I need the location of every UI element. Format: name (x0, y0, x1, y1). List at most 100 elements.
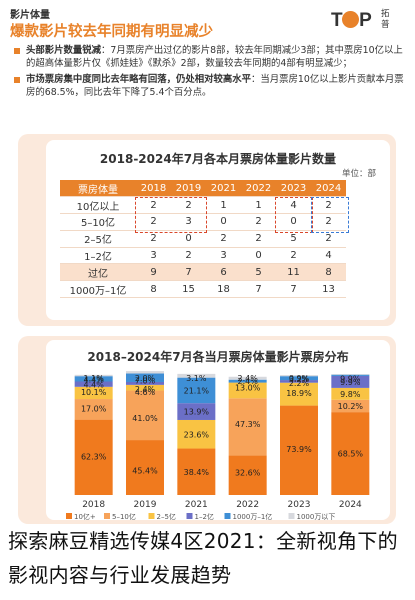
bar-segment (228, 455, 267, 495)
table-cell: 1 (206, 196, 241, 215)
table-row-label: 1000万–1亿 (60, 280, 136, 299)
chart-title: 2018–2024年7月各当月票房体量影片票房分布 (87, 350, 349, 364)
data-label: 9.8% (340, 390, 361, 399)
bar-segment (280, 382, 318, 406)
bar-segment (331, 375, 370, 388)
data-label: 13.9% (184, 408, 210, 417)
data-label: 73.9% (286, 445, 312, 454)
table-card: 2018-2024年7月各本月票房体量影片数量 单位：部 票房体量 2018 2… (46, 140, 390, 320)
data-label: 2.4% (135, 385, 156, 394)
legend-label: 5–10亿 (112, 512, 136, 520)
table-cell: 3 (206, 247, 241, 265)
bar-segment (74, 381, 113, 387)
bar-segment (177, 448, 216, 495)
data-label: 32.6% (235, 468, 261, 477)
table-cell: 2 (171, 196, 206, 215)
section-label: 影片体量 (10, 10, 50, 21)
bullet-square-icon (14, 48, 20, 54)
x-tick-label: 2023 (288, 500, 311, 510)
table-cell: 2 (241, 230, 276, 248)
x-tick-label: 2019 (134, 500, 157, 510)
table-cell: 5 (241, 263, 276, 282)
table-col-header: 2022 (241, 180, 276, 198)
table-cell: 2 (276, 247, 311, 265)
data-label: 68.5% (338, 450, 364, 459)
x-tick-label: 2024 (339, 500, 362, 510)
bar-segment (74, 376, 113, 382)
table-cell: 2 (206, 230, 241, 248)
table-cell: 7 (171, 263, 206, 282)
logo-cn-text: 拓普 (381, 9, 390, 30)
bar-segment (177, 419, 216, 449)
table-header-row: 票房体量 2018 2019 2021 2022 2023 2024 (60, 180, 346, 198)
legend-label: 2–5亿 (157, 512, 176, 520)
page-title: 爆款影片较去年同期有明显减少 (10, 24, 213, 40)
data-label: 62.3% (81, 452, 107, 461)
bar-segment (280, 380, 318, 383)
table-row: 1000万–1亿 8 15 18 7 7 13 (60, 280, 346, 299)
data-label: 17.0% (81, 404, 107, 413)
table-row: 2–5亿 2 0 2 2 5 2 (60, 230, 346, 248)
bullet-text: ：当月票房10亿以上影片贡献本月票房的68.5%，同比去年下降了5.4个百分点。 (26, 74, 404, 98)
chart-card: 2018–2024年7月各当月票房体量影片票房分布 1.1% 4.4% 4.4% 10… (46, 340, 390, 520)
data-label: 2.2% (289, 379, 310, 388)
table-cell: 6 (206, 263, 241, 282)
bar-segment (331, 387, 370, 400)
data-label: 18.9% (286, 389, 312, 398)
data-label: 3.1% (186, 374, 207, 383)
data-label: 21.1% (184, 387, 210, 396)
legend-swatch (104, 513, 110, 519)
data-label: 0.9% (289, 374, 310, 383)
data-label: 41.0% (132, 414, 158, 423)
table-cell: 15 (171, 280, 206, 299)
highlight-box-2023 (275, 197, 313, 233)
bar-segment (126, 381, 164, 385)
bullet-item: 市场票房集中度同比去年略有回落，仍处相对较高水平：当月票房10亿以上影片贡献本月… (14, 73, 406, 99)
table-row-label: 1–2亿 (60, 247, 136, 265)
bullet-square-icon (14, 77, 20, 83)
table-cell: 2 (311, 213, 346, 231)
table-cell: 2 (311, 230, 346, 248)
data-label: 9.9% (340, 375, 361, 384)
table-cell: 9 (136, 263, 171, 282)
x-tick-label: 2021 (185, 500, 208, 510)
table-cell: 2 (171, 247, 206, 265)
bullet-item: 头部影片数量锐减：7月票房产出过亿的影片8部，较去年同期减少3部；其中票房10亿… (14, 44, 406, 70)
data-label: 3.2% (289, 375, 310, 384)
table-cell: 0 (276, 213, 311, 231)
logo-dot-icon (342, 11, 360, 28)
data-label: 1.1% (84, 374, 105, 383)
table-cell: 2 (136, 213, 171, 231)
table-cell: 2 (241, 213, 276, 231)
x-tick-label: 2018 (82, 500, 105, 510)
x-tick-label: 2022 (236, 500, 259, 510)
count-table: 票房体量 2018 2019 2021 2022 2023 2024 10亿以上… (60, 180, 346, 299)
bullet-lead: 市场票房集中度同比去年略有回落，仍处相对较高水平 (26, 74, 252, 85)
bar-segment (280, 376, 318, 381)
highlight-box-2018-2019 (135, 197, 207, 233)
data-label: 9.9% (340, 378, 361, 387)
table-row-label: 过亿 (60, 263, 136, 282)
legend-label: 1000万–1亿 (233, 512, 273, 520)
legend-swatch (66, 513, 72, 519)
table-col-header: 2018 (136, 180, 171, 198)
table-unit: 单位：部 (341, 169, 376, 179)
data-label: 13.0% (235, 384, 261, 393)
table-row-highlight: 过亿 9 7 6 5 11 8 (60, 263, 346, 282)
bar-segment (331, 412, 370, 495)
table-corner: 票房体量 (60, 180, 136, 198)
table-cell: 4 (276, 196, 311, 215)
bar-segment (331, 374, 370, 376)
table-title: 2018-2024年7月各本月票房体量影片数量 (99, 152, 337, 166)
bullet-text: ：7月票房产出过亿的影片8部，较去年同期减少3部；其中票房10亿以上的超高体量影… (26, 45, 403, 69)
legend-swatch (148, 513, 155, 519)
bar-segment (126, 371, 164, 374)
table-cell: 0 (206, 213, 241, 231)
bar-segment (126, 373, 164, 382)
table-col-header: 2023 (276, 180, 311, 198)
table-cell: 18 (206, 280, 241, 299)
legend-swatch (288, 513, 295, 519)
data-label: 4.6% (135, 388, 156, 397)
